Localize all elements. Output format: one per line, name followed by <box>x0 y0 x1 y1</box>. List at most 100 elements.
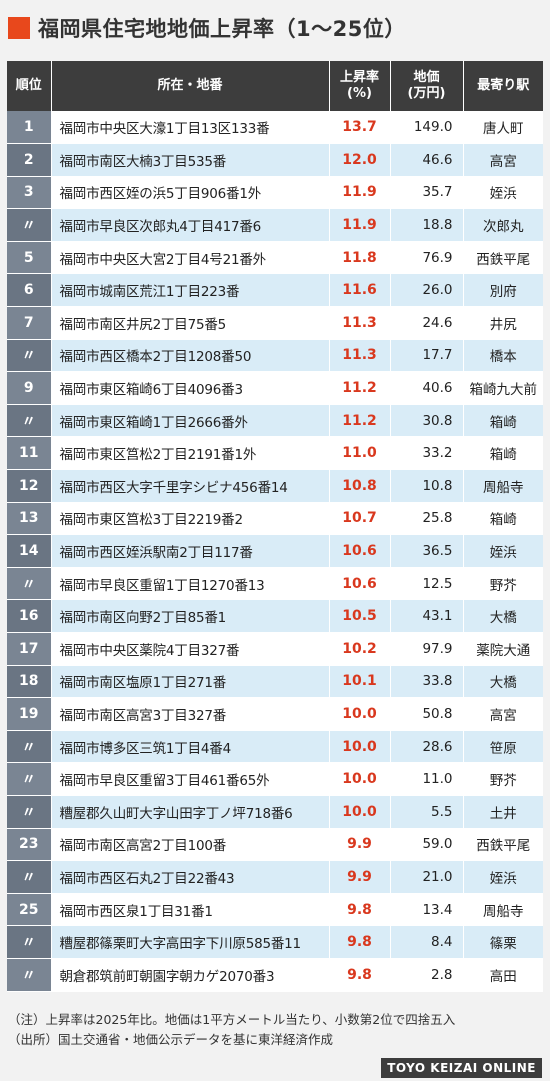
location-cell: 福岡市西区泉1丁目31番1 <box>51 893 330 927</box>
rate-cell: 10.6 <box>329 567 391 601</box>
table-row: 9 福岡市東区箱崎6丁目4096番3 11.2 40.6 箱崎九大前 <box>7 371 543 405</box>
chart-title: 福岡県住宅地地価上昇率（1〜25位） <box>38 17 406 41</box>
rate-cell: 11.0 <box>329 436 391 471</box>
price-cell: 8.4 <box>390 925 464 959</box>
rate-cell: 11.8 <box>329 241 391 275</box>
brand-logo: TOYO KEIZAI ONLINE <box>381 1058 542 1078</box>
header-price: 地価 (万円) <box>390 61 464 111</box>
rank-cell: 〃 <box>7 339 52 373</box>
table-row: 23 福岡市南区高宮2丁目100番 9.9 59.0 西鉄平尾 <box>7 828 543 862</box>
rank-cell: 19 <box>7 697 52 731</box>
price-cell: 13.4 <box>390 893 464 927</box>
location-cell: 福岡市西区姪の浜5丁目906番1外 <box>51 176 330 210</box>
table-row: 6 福岡市城南区荒江1丁目223番 11.6 26.0 別府 <box>7 273 543 308</box>
rate-cell: 12.0 <box>329 143 391 177</box>
station-cell: 箱崎 <box>463 404 543 438</box>
station-cell: 野芥 <box>463 567 543 601</box>
table-row: 〃福岡市博多区三筑1丁目4番4 10.0 28.6 笹原 <box>7 730 543 764</box>
table-row: 19 福岡市南区高宮3丁目327番 10.0 50.8 高宮 <box>7 697 543 731</box>
station-cell: 高宮 <box>463 697 543 731</box>
station-cell: 大橋 <box>463 665 543 699</box>
location-cell: 福岡市早良区重留3丁目461番65外 <box>51 762 330 796</box>
price-cell: 25.8 <box>390 502 464 536</box>
table-row: 〃福岡市西区石丸2丁目22番43 9.9 21.0 姪浜 <box>7 860 543 894</box>
rate-cell: 9.9 <box>329 860 391 894</box>
location-cell: 福岡市東区箱崎1丁目2666番外 <box>51 404 330 438</box>
rate-cell: 11.2 <box>329 371 391 405</box>
price-cell: 11.0 <box>390 762 464 796</box>
rank-cell: 13 <box>7 502 52 536</box>
rank-cell: 11 <box>7 436 52 471</box>
rate-cell: 10.7 <box>329 502 391 536</box>
rate-cell: 10.2 <box>329 632 391 666</box>
rank-cell: 〃 <box>7 795 52 829</box>
station-cell: 篠栗 <box>463 925 543 959</box>
rate-cell: 11.3 <box>329 339 391 373</box>
price-cell: 30.8 <box>390 404 464 438</box>
price-cell: 17.7 <box>390 339 464 373</box>
station-cell: 高田 <box>463 958 543 992</box>
price-cell: 149.0 <box>390 111 464 145</box>
header-price-line1: 地価 <box>413 70 440 85</box>
price-cell: 18.8 <box>390 208 464 242</box>
location-cell: 福岡市南区塩原1丁目271番 <box>51 665 330 699</box>
price-cell: 10.8 <box>390 469 464 503</box>
rank-cell: 3 <box>7 176 52 210</box>
rank-cell: 25 <box>7 893 52 927</box>
location-cell: 福岡市西区橋本2丁目1208番50 <box>51 339 330 373</box>
title-bar: 福岡県住宅地地価上昇率（1〜25位） <box>0 0 550 56</box>
location-cell: 福岡市西区大字千里字シビナ456番14 <box>51 469 330 503</box>
table-row: 3 福岡市西区姪の浜5丁目906番1外 11.9 35.7 姪浜 <box>7 176 543 210</box>
table-row: 12 福岡市西区大字千里字シビナ456番14 10.8 10.8 周船寺 <box>7 469 543 503</box>
table-row: 〃福岡市西区橋本2丁目1208番50 11.3 17.7 橋本 <box>7 339 543 373</box>
station-cell: 箱崎九大前 <box>463 371 543 405</box>
table-row: 16 福岡市南区向野2丁目85番1 10.5 43.1 大橋 <box>7 599 543 633</box>
price-cell: 46.6 <box>390 143 464 177</box>
rate-cell: 9.8 <box>329 925 391 959</box>
footnotes: （注）上昇率は2025年比。地価は1平方メートル当たり、小数第2位で四捨五入 （… <box>8 1010 544 1050</box>
location-cell: 福岡市中央区大宮2丁目4号21番外 <box>51 241 330 275</box>
station-cell: 笹原 <box>463 730 543 764</box>
station-cell: 箱崎 <box>463 502 543 536</box>
rate-cell: 10.0 <box>329 697 391 731</box>
location-cell: 福岡市東区箱崎6丁目4096番3 <box>51 371 330 405</box>
table-row: 1 福岡市中央区大濠1丁目13区133番 13.7 149.0 唐人町 <box>7 111 543 145</box>
location-cell: 福岡市中央区大濠1丁目13区133番 <box>51 111 330 145</box>
location-cell: 朝倉郡筑前町朝園字朝カゲ2070番3 <box>51 958 330 992</box>
header-price-line2: (万円) <box>407 86 446 101</box>
table-row: 〃朝倉郡筑前町朝園字朝カゲ2070番3 9.8 2.8 高田 <box>7 958 543 992</box>
rank-cell: 〃 <box>7 958 52 992</box>
location-cell: 福岡市南区大楠3丁目535番 <box>51 143 330 177</box>
table-row: 〃糟屋郡篠栗町大字高田字下川原585番11 9.8 8.4 篠栗 <box>7 925 543 959</box>
table-row: 2 福岡市南区大楠3丁目535番 12.0 46.6 高宮 <box>7 143 543 177</box>
station-cell: 唐人町 <box>463 111 543 145</box>
rate-cell: 11.9 <box>329 208 391 242</box>
rate-cell: 10.0 <box>329 762 391 796</box>
table-row: 7 福岡市南区井尻2丁目75番5 11.3 24.6 井尻 <box>7 306 543 340</box>
table-row: 〃福岡市早良区重留3丁目461番65外 10.0 11.0 野芥 <box>7 762 543 796</box>
location-cell: 福岡市西区姪浜駅南2丁目117番 <box>51 534 330 568</box>
price-cell: 28.6 <box>390 730 464 764</box>
location-cell: 福岡市東区筥松2丁目2191番1外 <box>51 436 330 471</box>
rank-cell: 6 <box>7 273 52 308</box>
table-row: 17 福岡市中央区薬院4丁目327番 10.2 97.9 薬院大通 <box>7 632 543 666</box>
location-cell: 糟屋郡久山町大字山田字丁ノ坪718番6 <box>51 795 330 829</box>
rank-cell: 2 <box>7 143 52 177</box>
rank-cell: 1 <box>7 111 52 145</box>
station-cell: 姪浜 <box>463 534 543 568</box>
location-cell: 糟屋郡篠栗町大字高田字下川原585番11 <box>51 925 330 959</box>
price-cell: 21.0 <box>390 860 464 894</box>
rate-cell: 10.1 <box>329 665 391 699</box>
rate-cell: 11.6 <box>329 273 391 308</box>
rank-cell: 〃 <box>7 762 52 796</box>
location-cell: 福岡市博多区三筑1丁目4番4 <box>51 730 330 764</box>
station-cell: 別府 <box>463 273 543 308</box>
rank-cell: 18 <box>7 665 52 699</box>
rate-cell: 10.0 <box>329 730 391 764</box>
location-cell: 福岡市早良区重留1丁目1270番13 <box>51 567 330 601</box>
rate-cell: 9.9 <box>329 828 391 862</box>
station-cell: 大橋 <box>463 599 543 633</box>
station-cell: 高宮 <box>463 143 543 177</box>
rank-cell: 14 <box>7 534 52 568</box>
rank-cell: 16 <box>7 599 52 633</box>
